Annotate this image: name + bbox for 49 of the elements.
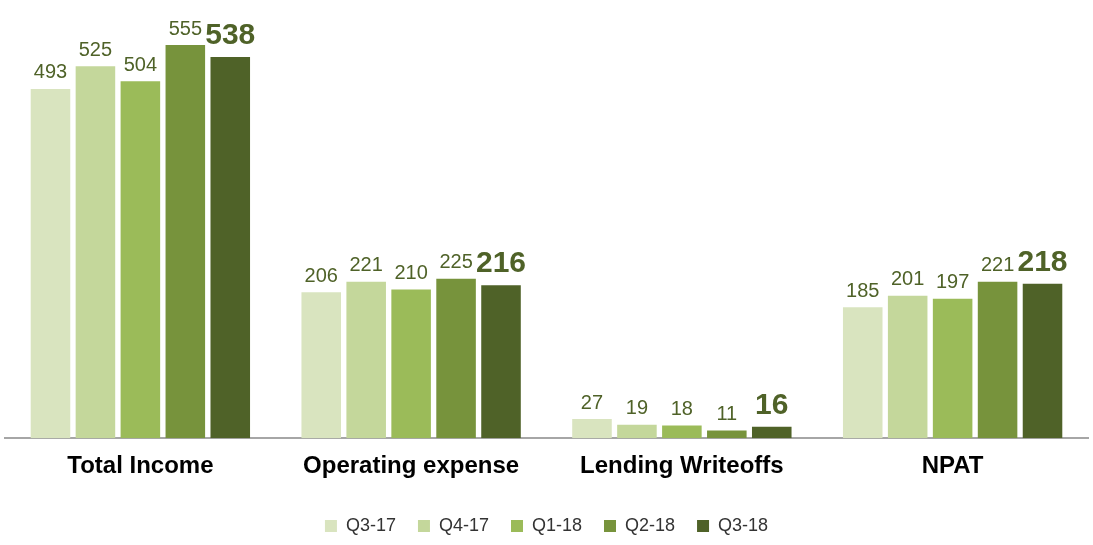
data-label: 197: [935, 270, 970, 293]
data-label: 555: [168, 16, 203, 39]
bar: [210, 57, 251, 439]
legend-label: Q1-18: [531, 514, 583, 535]
legend-label: Q3-17: [345, 514, 396, 535]
data-label: 19: [625, 396, 649, 419]
bar: [617, 424, 657, 439]
bar: [346, 281, 386, 439]
data-label: 18: [670, 396, 693, 419]
bar: [391, 289, 431, 439]
bar: [30, 88, 71, 439]
data-label: 27: [580, 390, 604, 413]
data-label: 201: [890, 267, 925, 290]
data-label: 225: [439, 250, 473, 273]
x-tick-label: Operating expense: [303, 451, 520, 479]
bar: [75, 66, 116, 439]
bar: [662, 425, 702, 439]
bar: [977, 281, 1018, 439]
data-label: 185: [846, 278, 880, 301]
bar: [481, 285, 521, 439]
bar: [120, 81, 161, 439]
bar: [842, 307, 883, 439]
bar: [572, 419, 612, 439]
bar: [932, 298, 973, 439]
data-label: 525: [78, 37, 113, 60]
bar: [707, 430, 747, 439]
bar: [165, 45, 206, 439]
data-label: 210: [394, 260, 428, 283]
data-label: 221: [980, 253, 1015, 276]
bar: [1022, 283, 1063, 439]
data-label: 218: [1017, 244, 1068, 278]
data-label: 538: [205, 17, 256, 51]
bar: [301, 292, 342, 439]
data-label: 504: [123, 52, 158, 75]
x-tick-label: Total Income: [67, 451, 214, 479]
x-tick-label: NPAT: [921, 451, 984, 479]
data-label: 11: [716, 401, 738, 424]
bar: [436, 278, 476, 439]
data-label: 16: [755, 387, 789, 421]
data-label: 206: [304, 263, 338, 286]
legend-label: Q4-17: [438, 514, 489, 535]
bar: [887, 295, 928, 439]
data-label: 221: [349, 253, 383, 276]
legend-label: Q3-18: [718, 514, 769, 535]
x-tick-label: Lending Writeoffs: [580, 451, 784, 479]
data-label: 493: [33, 60, 68, 83]
legend-label: Q2-18: [625, 514, 676, 535]
bar: [751, 426, 792, 439]
data-label: 216: [475, 245, 527, 279]
